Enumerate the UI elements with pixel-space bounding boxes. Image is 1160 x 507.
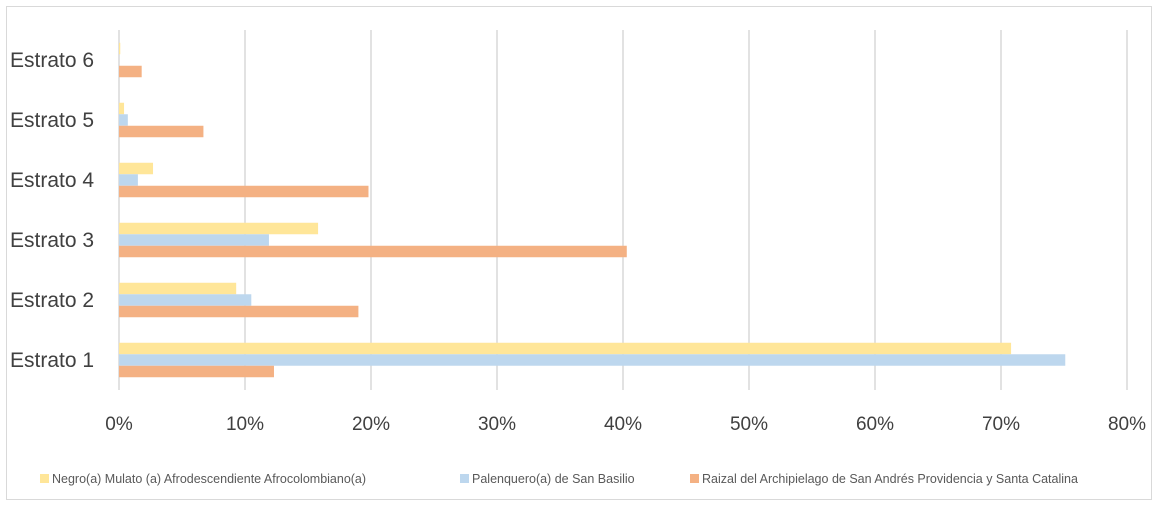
category-label: Estrato 2	[10, 289, 94, 312]
legend-swatch	[40, 474, 49, 483]
x-tick-label: 20%	[352, 414, 390, 435]
legend-swatch	[690, 474, 699, 483]
category-labels: Estrato 1 Estrato 2 Estrato 3 Estrato 4 Estr…	[10, 49, 94, 372]
category-label: Estrato 5	[10, 109, 94, 132]
x-tick-label: 60%	[856, 414, 894, 435]
bar	[119, 294, 252, 306]
bar	[119, 245, 627, 258]
x-tick-label: 10%	[226, 414, 264, 435]
bar	[119, 102, 125, 115]
category-label: Estrato 4	[10, 169, 94, 192]
bar	[119, 65, 142, 78]
bar	[119, 114, 128, 126]
x-tick-label: 80%	[1108, 414, 1146, 435]
bar	[119, 342, 1012, 355]
x-tick-label: 0%	[105, 414, 133, 435]
bar	[119, 365, 274, 378]
x-tick-label: 50%	[730, 414, 768, 435]
bar	[119, 305, 359, 318]
bar	[119, 234, 269, 246]
bar	[119, 222, 319, 235]
gridlines	[118, 30, 1128, 390]
legend-swatch	[460, 474, 469, 483]
bar	[119, 125, 204, 138]
x-tick-label: 70%	[982, 414, 1020, 435]
bars	[119, 42, 1066, 378]
category-label: Estrato 1	[10, 349, 94, 372]
bar	[119, 162, 154, 175]
legend-label: Palenquero(a) de San Basilio	[472, 472, 635, 486]
bar	[119, 354, 1066, 366]
category-label: Estrato 3	[10, 229, 94, 252]
legend-item: Raizal del Archipielago de San Andrés Pr…	[690, 472, 1078, 486]
x-tick-label: 40%	[604, 414, 642, 435]
bar	[119, 42, 121, 55]
x-tick-labels: 0% 10% 20% 30% 40% 50% 60% 70% 80%	[105, 414, 1146, 435]
x-tick-label: 30%	[478, 414, 516, 435]
legend: Negro(a) Mulato (a) Afrodescendiente Afr…	[40, 472, 1078, 486]
legend-label: Negro(a) Mulato (a) Afrodescendiente Afr…	[52, 472, 366, 486]
legend-label: Raizal del Archipielago de San Andrés Pr…	[702, 472, 1078, 486]
bar	[119, 282, 237, 295]
legend-item: Negro(a) Mulato (a) Afrodescendiente Afr…	[40, 472, 366, 486]
bar	[119, 174, 138, 186]
bar	[119, 185, 369, 198]
legend-item: Palenquero(a) de San Basilio	[460, 472, 635, 486]
category-label: Estrato 6	[10, 49, 94, 72]
